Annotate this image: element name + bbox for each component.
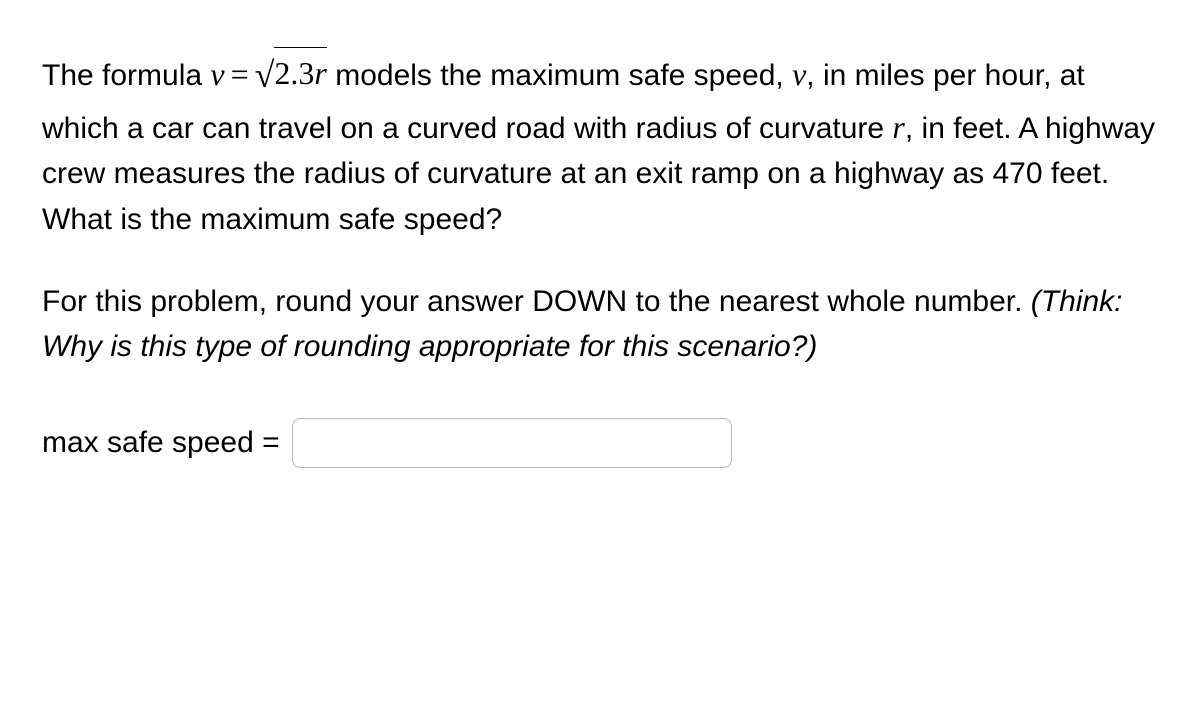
- sqrt-radicand: 2.3r: [274, 47, 326, 98]
- sqrt-radical-icon: √: [255, 55, 275, 95]
- problem-text-1: The formula: [42, 59, 210, 92]
- square-root-expression: √2.3r: [255, 48, 327, 103]
- instruction-paragraph: For this problem, round your answer DOWN…: [42, 279, 1158, 370]
- equals-sign: =: [225, 56, 255, 92]
- variable-v-2: v: [792, 56, 806, 92]
- instruction-text-1: For this problem, round your answer DOWN…: [42, 285, 1031, 318]
- problem-paragraph: The formula v=√2.3r models the maximum s…: [42, 48, 1158, 243]
- answer-label: max safe speed =: [42, 426, 280, 460]
- sqrt-coefficient: 2.3: [274, 55, 314, 91]
- variable-v: v: [210, 56, 224, 92]
- answer-row: max safe speed =: [42, 418, 1158, 468]
- variable-r: r: [892, 109, 904, 145]
- sqrt-variable-r: r: [314, 55, 326, 91]
- problem-text-2: models the maximum safe speed,: [327, 59, 792, 92]
- answer-input[interactable]: [292, 418, 732, 468]
